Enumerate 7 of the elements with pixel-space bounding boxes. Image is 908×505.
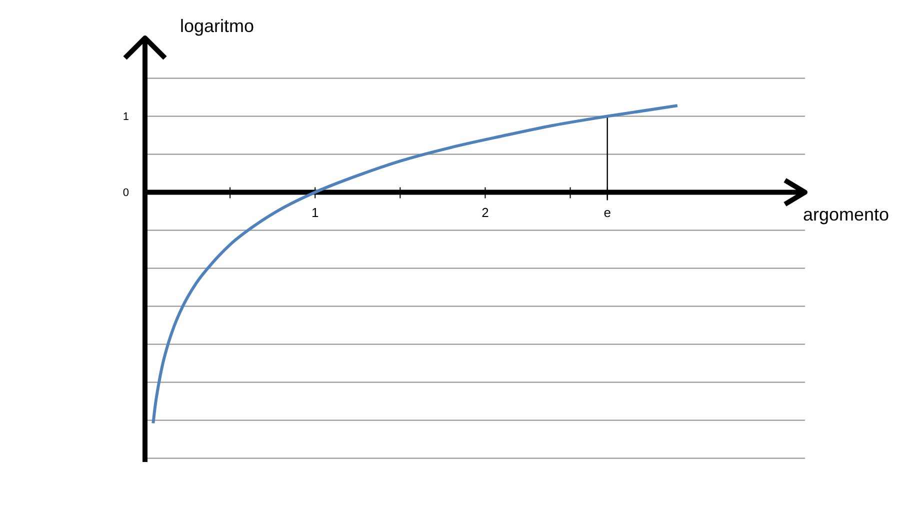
x-axis-title: argomento xyxy=(803,204,890,224)
y-tick-label: 0 xyxy=(122,186,129,199)
x-tick-label: 2 xyxy=(482,204,489,220)
x-tick-label: 1 xyxy=(311,204,319,220)
line-series xyxy=(152,104,679,425)
x-tick-label: e xyxy=(604,204,611,220)
y-axis-title: logaritmo xyxy=(180,16,254,36)
